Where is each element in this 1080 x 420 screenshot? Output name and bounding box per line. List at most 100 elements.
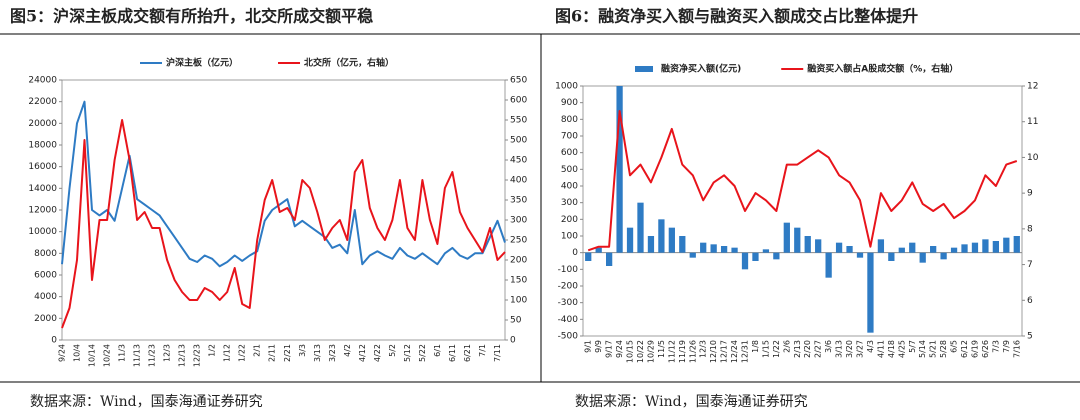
- bar: [877, 239, 885, 253]
- bar: [595, 247, 602, 253]
- bar: [700, 242, 707, 253]
- x-tick-label: 10/15: [626, 340, 635, 363]
- y-tick-label: 0: [572, 248, 578, 258]
- y-tick-label: 200: [561, 215, 578, 225]
- bar: [720, 246, 728, 253]
- x-tick-label: 7/11: [493, 344, 502, 362]
- y-tick-label: 14000: [28, 184, 57, 194]
- x-tick-label: 4/25: [897, 340, 906, 358]
- y-tick-label: 600: [561, 148, 578, 158]
- x-tick-label: 11/12: [667, 340, 676, 363]
- x-tick-label: 3/13: [835, 340, 844, 358]
- x-tick-label: 12/24: [730, 340, 739, 363]
- x-tick-label: 5/7: [908, 340, 917, 353]
- y-tick-label: -200: [558, 282, 579, 292]
- chart-title: 图5：沪深主板成交额有所抬升，北交所成交额平稳: [10, 7, 373, 26]
- x-tick-label: 12/31: [741, 340, 750, 363]
- y-tick-label: 500: [561, 165, 578, 175]
- bar: [971, 242, 979, 253]
- y2-tick-label: 6: [1027, 296, 1033, 306]
- bar: [867, 252, 874, 333]
- x-tick-label: 1/22: [772, 340, 781, 358]
- bar: [741, 252, 749, 270]
- x-tick-label: 11/3: [118, 344, 127, 362]
- y2-tick-label: 450: [510, 156, 527, 166]
- y2-tick-label: 0: [510, 336, 516, 346]
- x-tick-label: 7/1: [478, 344, 487, 357]
- source-note: 数据来源：Wind，国泰海通证券研究: [575, 394, 808, 410]
- x-tick-label: 3/13: [313, 344, 322, 362]
- x-tick-label: 6/5: [950, 340, 959, 353]
- x-tick-label: 12/17: [720, 340, 729, 363]
- y-tick-label: 1000: [555, 82, 578, 92]
- y2-tick-label: 8: [1027, 224, 1033, 234]
- bar: [605, 252, 613, 266]
- bar: [794, 227, 801, 253]
- bar: [679, 236, 686, 253]
- y-tick-label: 16000: [28, 162, 57, 172]
- x-tick-label: 7/16: [1012, 340, 1021, 358]
- x-tick-label: 2/21: [283, 344, 292, 362]
- bar: [982, 239, 989, 253]
- x-tick-label: 5/14: [918, 340, 927, 358]
- x-tick-label: 9/24: [58, 344, 67, 362]
- legend-label: 融资买入额占A股成交额（%，右轴）: [807, 63, 958, 75]
- y-tick-label: 700: [561, 132, 578, 142]
- x-tick-label: 9/9: [594, 340, 603, 353]
- x-tick-label: 2/27: [814, 340, 823, 358]
- bar: [919, 252, 926, 263]
- y-tick-label: 6000: [34, 271, 57, 281]
- x-tick-label: 4/18: [887, 340, 896, 358]
- bar: [616, 86, 623, 253]
- bar: [710, 244, 717, 253]
- x-tick-label: 5/28: [939, 340, 948, 358]
- y-tick-label: 0: [51, 336, 57, 346]
- x-tick-label: 10/14: [88, 344, 97, 367]
- y-tick-label: -400: [558, 315, 579, 325]
- y2-tick-label: 9: [1027, 189, 1033, 199]
- x-tick-label: 1/8: [751, 340, 760, 353]
- y2-tick-label: 550: [510, 116, 527, 126]
- x-tick-label: 6/1: [433, 344, 442, 357]
- x-tick-label: 5/22: [418, 344, 427, 362]
- x-tick-label: 10/24: [103, 344, 112, 367]
- series-line: [61, 119, 506, 329]
- bar: [835, 242, 843, 253]
- bar: [773, 252, 780, 260]
- y2-tick-label: 500: [510, 136, 527, 146]
- y-tick-label: 20000: [28, 119, 57, 129]
- x-tick-label: 9/17: [605, 340, 614, 358]
- bar: [825, 252, 832, 278]
- x-tick-label: 4/22: [373, 344, 382, 362]
- bar: [940, 252, 947, 260]
- y2-tick-label: 300: [510, 216, 527, 226]
- x-tick-label: 4/11: [876, 340, 885, 358]
- x-tick-label: 12/13: [178, 344, 187, 367]
- source-note: 数据来源：Wind，国泰海通证券研究: [30, 394, 263, 410]
- x-tick-label: 3/3: [298, 344, 307, 357]
- y-tick-label: 4000: [34, 292, 57, 302]
- y2-tick-label: 7: [1027, 260, 1033, 270]
- legend-label: 融资净买入额(亿元): [661, 63, 741, 75]
- x-tick-label: 1/15: [761, 340, 770, 358]
- x-tick-label: 11/23: [148, 344, 157, 367]
- x-tick-label: 6/11: [448, 344, 457, 362]
- bar: [846, 246, 853, 253]
- bar: [689, 252, 696, 258]
- y-tick-label: 8000: [34, 249, 57, 259]
- x-tick-label: 6/19: [970, 340, 979, 358]
- x-tick-label: 9/1: [584, 340, 593, 353]
- y2-tick-label: 5: [1027, 332, 1033, 342]
- x-tick-label: 12/10: [709, 340, 718, 363]
- bar: [752, 252, 759, 261]
- x-tick-label: 12/3: [699, 340, 708, 358]
- bar: [731, 247, 738, 253]
- x-tick-label: 4/2: [343, 344, 352, 357]
- y-tick-label: -100: [558, 265, 579, 275]
- x-tick-label: 5/2: [388, 344, 397, 357]
- y-tick-label: 22000: [28, 97, 57, 107]
- y2-tick-label: 11: [1027, 117, 1038, 127]
- x-tick-label: 4/12: [358, 344, 367, 362]
- y-tick-label: 300: [561, 198, 578, 208]
- x-tick-label: 10/29: [646, 340, 655, 363]
